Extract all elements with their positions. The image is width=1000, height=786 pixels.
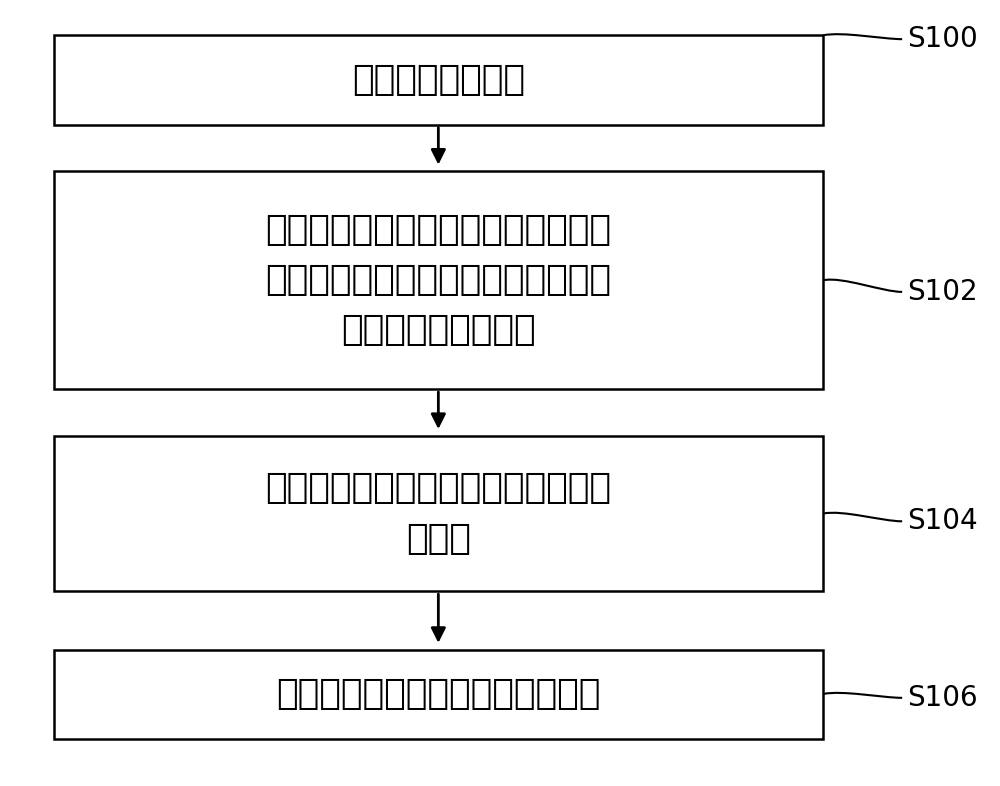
FancyBboxPatch shape: [54, 650, 823, 739]
FancyBboxPatch shape: [54, 35, 823, 125]
Text: S104: S104: [907, 507, 978, 535]
FancyBboxPatch shape: [54, 435, 823, 591]
Text: S102: S102: [907, 278, 978, 306]
Text: S100: S100: [907, 25, 978, 53]
FancyBboxPatch shape: [54, 171, 823, 389]
Text: 当存在开路风险时，报告风险位置: 当存在开路风险时，报告风险位置: [276, 678, 601, 711]
Text: S106: S106: [907, 684, 978, 712]
Text: 获取第一线路布图: 获取第一线路布图: [352, 63, 525, 97]
Text: 对所述生产环境线路布图进行开路风
险检测: 对所述生产环境线路布图进行开路风 险检测: [265, 472, 611, 556]
Text: 加载生产环境参数，根据生产环境参
数将第一线路布图模拟蚀刻，从而生
成生产环境线路布图: 加载生产环境参数，根据生产环境参 数将第一线路布图模拟蚀刻，从而生 成生产环境线…: [265, 213, 611, 347]
